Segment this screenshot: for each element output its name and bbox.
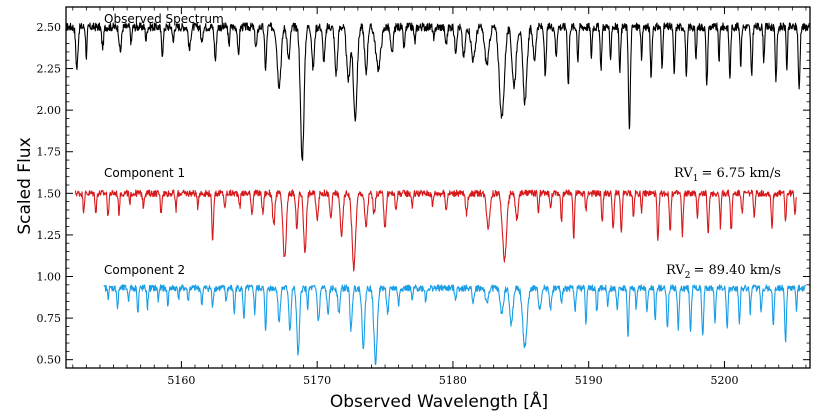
y-axis-title: Scaled Flux (15, 137, 35, 234)
y-tick-label: 0.75 (37, 312, 62, 325)
rv-1-sub: 1 (693, 174, 699, 184)
series-label-observed: Observed Spectrum (104, 12, 224, 26)
y-tick-label: 2.50 (37, 21, 62, 34)
x-tick-label: 5200 (710, 374, 738, 387)
x-tick-label: 5170 (303, 374, 331, 387)
series-label-component-1: Component 1 (104, 166, 185, 180)
y-tick-label: 2.25 (37, 63, 62, 76)
plot-frame (65, 6, 811, 369)
series-line-component-2 (103, 284, 807, 366)
rv-annotation-2: RV2 = 89.40 km/s (666, 263, 781, 281)
y-tick-label: 0.50 (37, 354, 62, 367)
plot-frame-layer (65, 6, 811, 369)
tick-layer: 5160 5170 5180 5190 5200 0.50 0.75 1.00 1.25 1.50… (37, 7, 810, 387)
series-line-observed-spectrum (65, 22, 811, 161)
y-tick-label: 1.75 (37, 146, 62, 159)
y-tick-label: 2.00 (37, 104, 62, 117)
series-label-component-2: Component 2 (104, 263, 185, 277)
x-tick-label: 5190 (575, 374, 603, 387)
rv-2-main: RV (666, 263, 685, 278)
rv-annotation-1: RV1 = 6.75 km/s (674, 166, 781, 184)
rv-1-main: RV (674, 166, 693, 181)
x-tick-label: 5180 (439, 374, 467, 387)
x-axis-title: Observed Wavelength [Å] (330, 390, 548, 412)
y-tick-label: 1.50 (37, 187, 62, 200)
series-line-component-1 (74, 189, 797, 272)
rv-1-value: = 6.75 km/s (701, 166, 780, 181)
x-tick-label: 5160 (167, 374, 195, 387)
rv-2-sub: 2 (685, 271, 691, 281)
rv-2-value: = 89.40 km/s (693, 263, 781, 278)
series-layer (65, 22, 811, 366)
y-tick-label: 1.25 (37, 229, 62, 242)
y-tick-label: 1.00 (37, 271, 62, 284)
